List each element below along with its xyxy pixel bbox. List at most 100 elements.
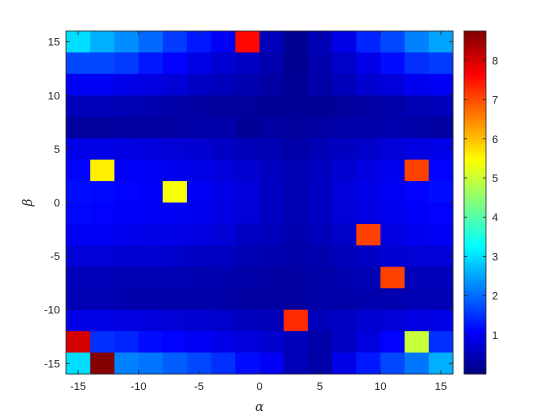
colorbar-strip [464,285,486,289]
colorbar-strip [464,106,486,110]
heatmap-cell [138,309,164,332]
colorbar-strip [464,181,486,185]
colorbar-strip [464,309,486,313]
heatmap-cell [404,52,430,75]
heatmap-cell [283,331,309,353]
heatmap-cell [211,202,236,225]
colorbar-strip [464,218,486,222]
heatmap-cell [114,95,139,118]
heatmap-cell [235,31,260,53]
colorbar-strip [464,307,486,311]
colorbar-strip [464,132,486,137]
heatmap-cell [211,73,236,96]
colorbar-strip [464,221,486,225]
heatmap-cell [428,52,454,75]
heatmap-cell [138,245,164,268]
colorbar-strip [464,194,486,198]
heatmap-cell [211,159,236,182]
heatmap-cell [380,352,406,375]
colorbar-strip [464,298,486,303]
heatmap-cell [211,352,236,375]
heatmap-cell [66,223,91,246]
heatmap-cell [66,95,91,118]
heatmap-cell [283,352,309,375]
heatmap-cell [259,245,285,268]
heatmap-cell [211,95,236,118]
heatmap-cell [332,95,357,118]
heatmap-cell [235,223,260,246]
colorbar-strip [464,304,486,308]
colorbar-strip [464,269,486,273]
heatmap-cell [259,95,285,118]
colorbar-strip [464,170,486,174]
heatmap-cell [211,266,236,289]
colorbar-strip [464,296,486,300]
colorbar-strip [464,191,486,195]
heatmap-cell [404,138,430,161]
heatmap-cell [307,352,333,375]
heatmap-cell [211,138,236,161]
colorbar-strip [464,207,486,212]
heatmap-cell [380,181,406,203]
colorbar-strip [464,288,486,292]
colorbar-strip [464,355,486,359]
colorbar-strip [464,242,486,246]
colorbar-tick-label: 2 [492,291,498,303]
heatmap-cell [162,331,188,353]
heatmap-cell [259,331,285,353]
colorbar-strip [464,248,486,252]
heatmap-cell [235,73,260,96]
heatmap-cell [186,352,212,375]
y-tick-label: 5 [54,144,60,156]
heatmap-cell [162,223,188,246]
heatmap-cell [235,352,260,375]
heatmap-cell [356,309,381,332]
colorbar-strip [464,261,486,265]
heatmap-cell [162,288,188,311]
colorbar-strip [464,363,486,367]
colorbar-strip [464,240,486,244]
heatmap-cell [162,31,188,53]
heatmap-cell [90,138,115,161]
colorbar-strip [464,148,486,153]
heatmap-cell [235,116,260,139]
colorbar-strip [464,229,486,233]
heatmap-cell [186,116,212,139]
colorbar-strip [464,336,486,340]
colorbar-strip [464,111,486,115]
heatmap-cell [114,138,139,161]
heatmap-cell [114,159,139,182]
heatmap-cell [404,95,430,118]
heatmap-cell [283,31,309,53]
heatmap-cell [66,202,91,225]
heatmap-cell [332,223,357,246]
heatmap-cell [380,288,406,311]
colorbar-strip [464,103,486,107]
heatmap-cell [114,309,139,332]
heatmap-cell [332,159,357,182]
heatmap-cell [380,331,406,353]
colorbar-strip [464,234,486,238]
heatmap-cell [162,245,188,268]
colorbar-strip [464,339,486,343]
heatmap-cell [404,116,430,139]
heatmap-cell [235,95,260,118]
heatmap-cell [332,266,357,289]
heatmap-cell [356,223,381,246]
heatmap-cell [356,73,381,96]
heatmap-cell [380,31,406,53]
colorbar-strip [464,89,486,94]
colorbar-strip [464,119,486,123]
colorbar-strip [464,368,486,372]
colorbar-strip [464,173,486,177]
heatmap-cell [211,31,236,53]
colorbar-strip [464,143,486,147]
heatmap-cell [404,288,430,311]
colorbar-strip [464,199,486,203]
colorbar-strip [464,71,486,75]
colorbar-strip [464,357,486,362]
colorbar-tick-label: 7 [492,95,498,107]
heatmap-cell [259,309,285,332]
heatmap-cell [211,309,236,332]
heatmap-cell [138,73,164,96]
